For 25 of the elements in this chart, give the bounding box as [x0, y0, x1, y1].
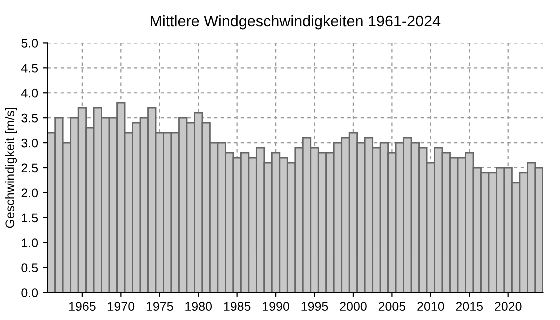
x-tick-label: 1965	[70, 302, 96, 312]
x-tick-label: 1975	[146, 302, 174, 312]
y-axis-title: Geschwindigkeit [m/s]	[5, 108, 18, 228]
y-tick-label: 1.0	[22, 238, 38, 248]
y-tick-label: 5.0	[22, 39, 38, 48]
x-tick-label: 2010	[418, 302, 444, 312]
y-tick-label: 4.0	[21, 88, 38, 98]
y-tick-label: 3.5	[22, 114, 38, 123]
x-tick-label: 1985	[224, 302, 251, 312]
y-tick-label: 2.5	[22, 164, 38, 173]
x-tick-label: 2020	[495, 302, 522, 312]
y-tick-label: 0.0	[22, 288, 38, 298]
x-tick-label: 1995	[302, 302, 328, 312]
x-tick-label: 2005	[378, 302, 406, 312]
y-tick-label: 1.5	[22, 214, 38, 223]
y-tick-label: 3.0	[22, 138, 38, 148]
x-tick-label: 1990	[263, 302, 290, 312]
y-tick-label: 4.5	[21, 64, 38, 73]
x-tick-label: 1980	[186, 302, 212, 312]
x-tick-label: 1970	[108, 302, 135, 312]
y-tick-label: 0.5	[22, 264, 38, 272]
chart-title: Mittlere Windgeschwindigkeiten 1961-2024	[151, 15, 441, 30]
y-tick-label: 2.0	[22, 188, 38, 198]
x-tick-label: 2000	[340, 302, 367, 312]
x-tick-label: 2015	[456, 302, 484, 312]
